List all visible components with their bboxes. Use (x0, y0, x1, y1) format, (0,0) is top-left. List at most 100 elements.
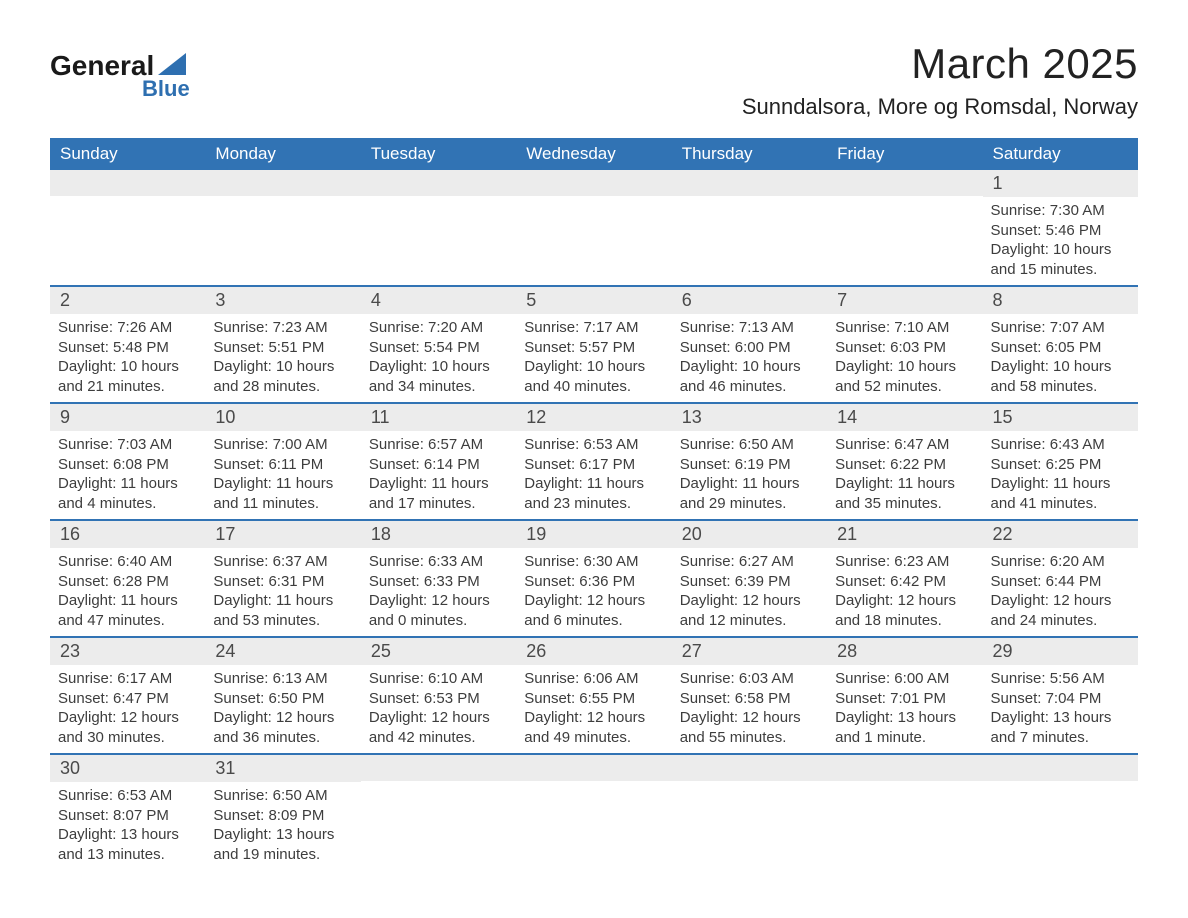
day-details: Sunrise: 6:10 AMSunset: 6:53 PMDaylight:… (361, 665, 516, 747)
daylight1-text: Daylight: 12 hours (524, 708, 663, 728)
daylight2-text: and 12 minutes. (680, 611, 819, 631)
sunset-text: Sunset: 7:04 PM (991, 689, 1130, 709)
day-number: 2 (50, 287, 205, 314)
sunrise-text: Sunrise: 7:17 AM (524, 318, 663, 338)
page-title: March 2025 (742, 40, 1138, 88)
daylight1-text: Daylight: 11 hours (835, 474, 974, 494)
sunrise-text: Sunrise: 6:53 AM (58, 786, 197, 806)
calendar-cell: 17Sunrise: 6:37 AMSunset: 6:31 PMDayligh… (205, 520, 360, 637)
daylight1-text: Daylight: 12 hours (369, 591, 508, 611)
calendar-cell (672, 754, 827, 870)
sunset-text: Sunset: 6:28 PM (58, 572, 197, 592)
daylight1-text: Daylight: 13 hours (213, 825, 352, 845)
day-header: Wednesday (516, 138, 671, 170)
day-details: Sunrise: 6:13 AMSunset: 6:50 PMDaylight:… (205, 665, 360, 747)
daylight2-text: and 21 minutes. (58, 377, 197, 397)
calendar-cell: 1Sunrise: 7:30 AMSunset: 5:46 PMDaylight… (983, 170, 1138, 286)
calendar-cell: 30Sunrise: 6:53 AMSunset: 8:07 PMDayligh… (50, 754, 205, 870)
sunset-text: Sunset: 6:08 PM (58, 455, 197, 475)
sunset-text: Sunset: 6:44 PM (991, 572, 1130, 592)
sunrise-text: Sunrise: 6:20 AM (991, 552, 1130, 572)
daylight1-text: Daylight: 10 hours (991, 240, 1130, 260)
day-number (672, 755, 827, 781)
day-number: 28 (827, 638, 982, 665)
sunset-text: Sunset: 5:46 PM (991, 221, 1130, 241)
calendar-cell: 2Sunrise: 7:26 AMSunset: 5:48 PMDaylight… (50, 286, 205, 403)
sunset-text: Sunset: 6:03 PM (835, 338, 974, 358)
day-details: Sunrise: 7:26 AMSunset: 5:48 PMDaylight:… (50, 314, 205, 396)
sunrise-text: Sunrise: 6:13 AM (213, 669, 352, 689)
calendar-row: 9Sunrise: 7:03 AMSunset: 6:08 PMDaylight… (50, 403, 1138, 520)
calendar-row: 30Sunrise: 6:53 AMSunset: 8:07 PMDayligh… (50, 754, 1138, 870)
sunrise-text: Sunrise: 6:10 AM (369, 669, 508, 689)
daylight2-text: and 47 minutes. (58, 611, 197, 631)
day-details: Sunrise: 7:20 AMSunset: 5:54 PMDaylight:… (361, 314, 516, 396)
day-details: Sunrise: 7:07 AMSunset: 6:05 PMDaylight:… (983, 314, 1138, 396)
calendar-cell (983, 754, 1138, 870)
daylight2-text: and 4 minutes. (58, 494, 197, 514)
sunset-text: Sunset: 5:51 PM (213, 338, 352, 358)
daylight1-text: Daylight: 13 hours (991, 708, 1130, 728)
daylight2-text: and 40 minutes. (524, 377, 663, 397)
daylight1-text: Daylight: 13 hours (58, 825, 197, 845)
calendar-cell (361, 170, 516, 286)
logo: General Blue (50, 40, 190, 102)
daylight2-text: and 46 minutes. (680, 377, 819, 397)
day-details: Sunrise: 5:56 AMSunset: 7:04 PMDaylight:… (983, 665, 1138, 747)
day-number: 8 (983, 287, 1138, 314)
title-block: March 2025 Sunndalsora, More og Romsdal,… (742, 40, 1138, 120)
day-number: 9 (50, 404, 205, 431)
calendar-cell: 6Sunrise: 7:13 AMSunset: 6:00 PMDaylight… (672, 286, 827, 403)
calendar-cell: 25Sunrise: 6:10 AMSunset: 6:53 PMDayligh… (361, 637, 516, 754)
daylight2-text: and 28 minutes. (213, 377, 352, 397)
header: General Blue March 2025 Sunndalsora, Mor… (50, 40, 1138, 120)
day-number: 12 (516, 404, 671, 431)
day-number (827, 755, 982, 781)
day-details: Sunrise: 6:27 AMSunset: 6:39 PMDaylight:… (672, 548, 827, 630)
daylight2-text: and 1 minute. (835, 728, 974, 748)
daylight1-text: Daylight: 10 hours (835, 357, 974, 377)
day-number (50, 170, 205, 196)
sunrise-text: Sunrise: 6:53 AM (524, 435, 663, 455)
day-details: Sunrise: 7:13 AMSunset: 6:00 PMDaylight:… (672, 314, 827, 396)
day-details: Sunrise: 6:37 AMSunset: 6:31 PMDaylight:… (205, 548, 360, 630)
calendar-cell (827, 170, 982, 286)
day-number: 19 (516, 521, 671, 548)
day-details: Sunrise: 6:47 AMSunset: 6:22 PMDaylight:… (827, 431, 982, 513)
calendar-cell (827, 754, 982, 870)
daylight2-text: and 17 minutes. (369, 494, 508, 514)
daylight2-text: and 13 minutes. (58, 845, 197, 865)
daylight1-text: Daylight: 12 hours (991, 591, 1130, 611)
daylight1-text: Daylight: 10 hours (524, 357, 663, 377)
sunset-text: Sunset: 5:57 PM (524, 338, 663, 358)
calendar-cell: 8Sunrise: 7:07 AMSunset: 6:05 PMDaylight… (983, 286, 1138, 403)
sunrise-text: Sunrise: 7:23 AM (213, 318, 352, 338)
calendar-cell (205, 170, 360, 286)
calendar-cell: 22Sunrise: 6:20 AMSunset: 6:44 PMDayligh… (983, 520, 1138, 637)
calendar-row: 2Sunrise: 7:26 AMSunset: 5:48 PMDaylight… (50, 286, 1138, 403)
sunset-text: Sunset: 6:11 PM (213, 455, 352, 475)
daylight1-text: Daylight: 11 hours (680, 474, 819, 494)
day-details: Sunrise: 6:00 AMSunset: 7:01 PMDaylight:… (827, 665, 982, 747)
calendar-row: 1Sunrise: 7:30 AMSunset: 5:46 PMDaylight… (50, 170, 1138, 286)
sunset-text: Sunset: 6:31 PM (213, 572, 352, 592)
daylight1-text: Daylight: 12 hours (680, 591, 819, 611)
day-number (361, 170, 516, 196)
daylight1-text: Daylight: 11 hours (213, 474, 352, 494)
sunrise-text: Sunrise: 7:30 AM (991, 201, 1130, 221)
daylight1-text: Daylight: 11 hours (58, 474, 197, 494)
daylight2-text: and 34 minutes. (369, 377, 508, 397)
sunrise-text: Sunrise: 6:03 AM (680, 669, 819, 689)
daylight2-text: and 18 minutes. (835, 611, 974, 631)
calendar-cell: 23Sunrise: 6:17 AMSunset: 6:47 PMDayligh… (50, 637, 205, 754)
sunset-text: Sunset: 6:53 PM (369, 689, 508, 709)
day-number (205, 170, 360, 196)
day-number: 20 (672, 521, 827, 548)
day-details: Sunrise: 7:17 AMSunset: 5:57 PMDaylight:… (516, 314, 671, 396)
calendar-cell: 29Sunrise: 5:56 AMSunset: 7:04 PMDayligh… (983, 637, 1138, 754)
sunset-text: Sunset: 6:14 PM (369, 455, 508, 475)
daylight1-text: Daylight: 10 hours (213, 357, 352, 377)
calendar-cell: 26Sunrise: 6:06 AMSunset: 6:55 PMDayligh… (516, 637, 671, 754)
calendar-cell (50, 170, 205, 286)
daylight1-text: Daylight: 13 hours (835, 708, 974, 728)
